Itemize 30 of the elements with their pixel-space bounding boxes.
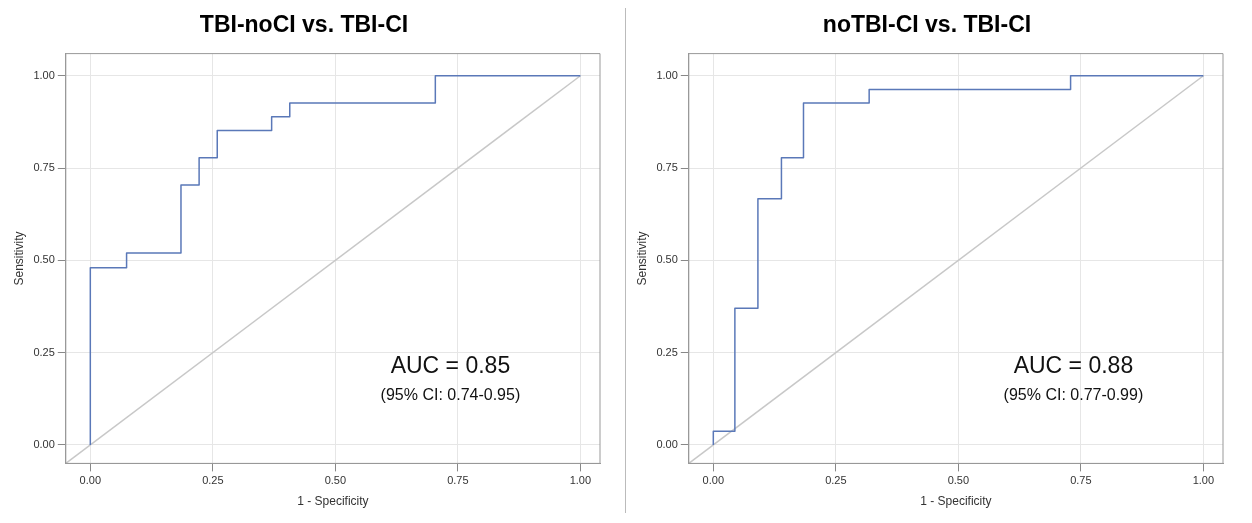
y-tick-label: 0.25 (33, 345, 55, 358)
chart-title: noTBI-CI vs. TBI-CI (822, 11, 1032, 38)
x-axis-title: 1 - Specificity (297, 494, 369, 509)
y-tick-label: 0.25 (656, 345, 678, 358)
y-tick-label: 0.50 (33, 253, 55, 266)
y-axis-title: Sensitivity (634, 231, 649, 286)
annotation: (95% CI: 0.77-0.99) (1003, 386, 1144, 404)
x-tick-label: 0.00 (79, 474, 102, 487)
annotation: AUC = 0.88 (1013, 352, 1134, 379)
x-tick-label: 0.50 (947, 474, 970, 487)
y-tick-label: 1.00 (656, 68, 678, 81)
x-tick-label: 0.75 (447, 474, 469, 487)
y-tick-label: 0.75 (33, 161, 55, 174)
x-axis-title: 1 - Specificity (920, 494, 992, 509)
y-tick-label: 0.00 (33, 437, 55, 450)
y-axis-title: Sensitivity (11, 231, 26, 286)
chart-title: TBI-noCI vs. TBI-CI (199, 11, 409, 38)
y-tick-label: 0.50 (656, 253, 678, 266)
annotation: AUC = 0.85 (390, 352, 511, 379)
x-tick-label: 1.00 (569, 474, 592, 487)
annotation: (95% CI: 0.74-0.95) (380, 386, 521, 404)
x-tick-label: 0.25 (202, 474, 224, 487)
y-tick-label: 0.75 (656, 161, 678, 174)
y-tick-label: 0.00 (656, 437, 678, 450)
x-tick-label: 1.00 (1192, 474, 1215, 487)
x-tick-label: 0.25 (825, 474, 847, 487)
x-tick-label: 0.50 (324, 474, 347, 487)
y-tick-label: 1.00 (33, 68, 55, 81)
x-tick-label: 0.75 (1070, 474, 1092, 487)
x-tick-label: 0.00 (702, 474, 725, 487)
